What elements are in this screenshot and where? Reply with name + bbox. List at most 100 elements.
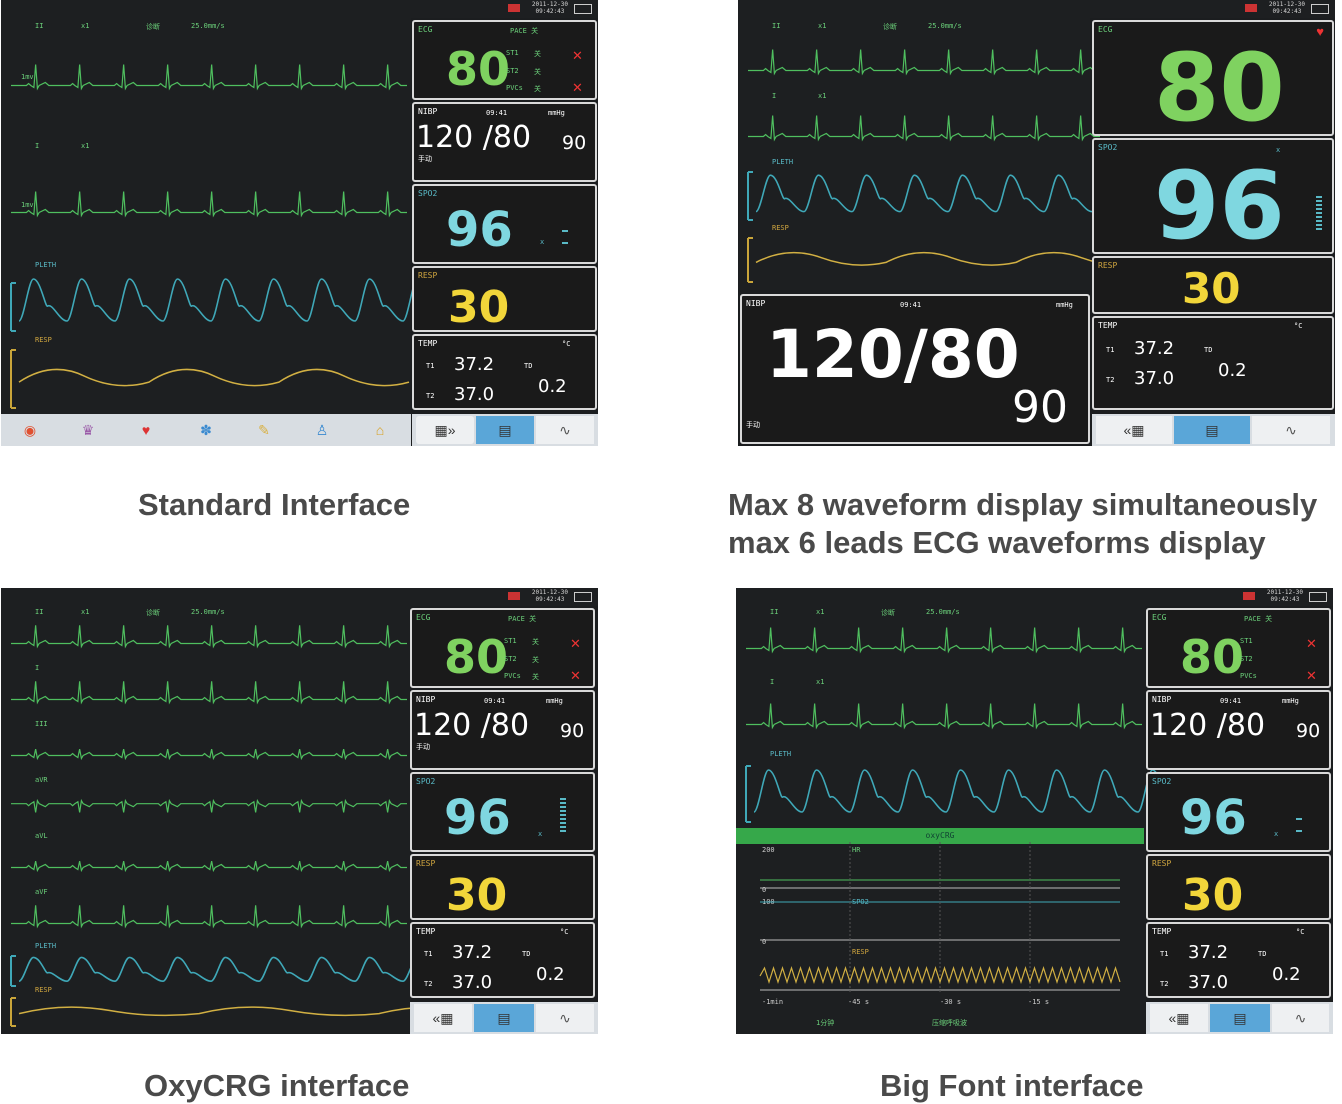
resp-wave xyxy=(10,349,410,409)
ecg-wave-i xyxy=(11,681,407,705)
spo2-panel[interactable]: SPO2 96 x xyxy=(410,772,595,852)
waveform-area: II x1 诊断 25.0mm/s I x1 PLETH RESP xyxy=(738,18,1147,290)
caption-standard: Standard Interface xyxy=(138,487,411,522)
spo2-panel[interactable]: SPO2 x 96 xyxy=(1092,138,1334,261)
nibp-panel[interactable]: NIBP 09:41 mmHg 120 /80 90 手动 xyxy=(412,102,597,182)
waveform-area: II x1 诊断 25.0mm/s 1mv I x1 1mv PLETH RES… xyxy=(1,18,452,432)
ecg-wave-2 xyxy=(748,115,1100,142)
nibp-time: 09:41 xyxy=(486,109,508,117)
standard-view-icon[interactable]: ▤ xyxy=(474,1004,534,1032)
print-icon[interactable]: ✎ xyxy=(258,421,270,438)
resp-panel[interactable]: RESP 30 xyxy=(1146,854,1331,921)
time-tick: -45 s xyxy=(848,998,870,1006)
datetime: 2011-12-30 09:42:43 xyxy=(531,1,568,15)
ecg-panel[interactable]: ECG PACE 关 80 ST1 ST2 PVCs ✕ ✕ xyxy=(1146,608,1331,688)
alarm-off-icon: ✕ xyxy=(570,636,581,651)
resp-value: 30 xyxy=(448,282,510,333)
ecg-wave-avr xyxy=(11,798,407,813)
nibp-value: 120 /80 xyxy=(1150,708,1266,743)
speed-label: 25.0mm/s xyxy=(926,608,960,616)
resp-panel[interactable]: RESP 30 xyxy=(1092,256,1334,314)
panel-title: NIBP xyxy=(1152,695,1172,704)
layout-icon[interactable]: «▦ xyxy=(414,1004,472,1032)
nibp-unit: mmHg xyxy=(1282,697,1299,705)
t2-value: 37.0 xyxy=(452,972,493,993)
filter-label: 诊断 xyxy=(146,609,160,617)
panel-title: NIBP xyxy=(416,695,436,704)
panel-title: SPO2 xyxy=(1152,777,1172,786)
alarm-icon[interactable]: ◉ xyxy=(23,421,37,438)
layout-icon[interactable]: ▦» xyxy=(416,416,474,444)
lead-label: III xyxy=(35,720,48,728)
alarm-off-icon: ✕ xyxy=(570,668,581,683)
panel-title: ECG xyxy=(418,25,433,34)
temp-panel[interactable]: TEMP °C T1 37.2 T2 37.0 TD 0.2 xyxy=(1092,316,1334,410)
ecg-wave-2 xyxy=(746,703,1142,730)
pr-label: x xyxy=(538,830,543,838)
spo2-panel[interactable]: SPO2 96 x xyxy=(412,184,597,264)
lead-label: I xyxy=(772,92,777,100)
standard-view-icon[interactable]: ▤ xyxy=(1210,1004,1270,1032)
alarm-off-icon: ✕ xyxy=(572,48,583,63)
speed-label: 25.0mm/s xyxy=(191,608,225,616)
nibp-panel-large[interactable]: NIBP 09:41 mmHg 120/80 90 手动 xyxy=(740,294,1090,444)
temp-panel[interactable]: TEMP °C T1 37.2 T2 37.0 TD 0.2 xyxy=(1146,922,1331,998)
caption-bigfont: Big Font interface xyxy=(880,1068,1144,1103)
spo2-panel[interactable]: SPO2 96 x xyxy=(1146,772,1331,852)
ecg-panel[interactable]: ECG PACE 关 80 ST1 关 ST2 关 PVCs 关 ✕ ✕ xyxy=(412,20,597,100)
nibp-unit: mmHg xyxy=(548,109,565,117)
nibp-mode: 手动 xyxy=(418,155,432,163)
ecg-panel[interactable]: ECG ♥ 80 xyxy=(1092,20,1334,143)
st2-label: ST2 xyxy=(504,655,517,663)
panel-title: TEMP xyxy=(416,927,436,936)
lead-label: II xyxy=(35,22,44,30)
trend-icon[interactable]: ∿ xyxy=(536,416,594,444)
home-icon[interactable]: ⌂ xyxy=(375,422,385,438)
layout-icon[interactable]: «▦ xyxy=(1150,1004,1208,1032)
t1-label: T1 xyxy=(1106,346,1115,354)
standard-view-icon[interactable]: ▤ xyxy=(476,416,534,444)
resp-panel[interactable]: RESP 30 xyxy=(412,266,597,333)
temp-unit: °C xyxy=(560,928,569,936)
nibp-value: 120/80 xyxy=(766,316,1020,393)
st2-label: ST2 xyxy=(1240,655,1253,663)
heart-rate-value: 80 xyxy=(444,630,509,684)
panel-title: ECG xyxy=(416,613,431,622)
temp-panel[interactable]: TEMP °C T1 37.2 T2 37.0 TD 0.2 xyxy=(410,922,595,998)
filter-label: 诊断 xyxy=(881,609,895,617)
layout-icon[interactable]: «▦ xyxy=(1096,416,1172,444)
temp-panel[interactable]: TEMP °C T1 37.2 T2 37.0 TD 0.2 xyxy=(412,334,597,410)
pr-label: x xyxy=(1274,830,1279,838)
t2-value: 37.0 xyxy=(1188,972,1229,993)
trend-icon[interactable]: ∿ xyxy=(536,1004,594,1032)
trend-length-button[interactable]: 1分钟 xyxy=(816,1019,835,1027)
panel-title: RESP xyxy=(1152,859,1172,868)
heart-icon[interactable]: ♥ xyxy=(141,422,151,438)
td-label: TD xyxy=(522,950,531,958)
td-value: 0.2 xyxy=(1272,964,1301,985)
t2-label: T2 xyxy=(426,392,435,400)
nibp-panel[interactable]: NIBP 09:41 mmHg 120 /80 90 xyxy=(1146,690,1331,770)
resp-panel[interactable]: RESP 30 xyxy=(410,854,595,921)
st2-value: 关 xyxy=(534,68,541,76)
patient-icon[interactable]: ♛ xyxy=(81,421,95,438)
pleth-wave xyxy=(10,278,452,332)
heart-icon: ♥ xyxy=(1316,24,1324,39)
ecg-panel[interactable]: ECG PACE 关 80 ST1 关 ST2 关 PVCs 关 ✕ ✕ xyxy=(410,608,595,688)
freeze-icon[interactable]: ✽ xyxy=(200,421,212,438)
gain-label: x1 xyxy=(81,608,90,616)
hr-trend-label: HR xyxy=(852,846,861,854)
spo2-value: 96 xyxy=(1154,152,1285,261)
st2-label: ST2 xyxy=(506,67,519,75)
nibp-panel[interactable]: NIBP 09:41 mmHg 120 /80 90 手动 xyxy=(410,690,595,770)
ecg-wave-2 xyxy=(11,191,407,218)
ecg-wave-avf xyxy=(11,905,407,929)
trend-icon[interactable]: ∿ xyxy=(1272,1004,1329,1032)
lead-label: aVF xyxy=(35,888,48,896)
heart-rate-value: 80 xyxy=(1180,630,1245,684)
trend-icon[interactable]: ∿ xyxy=(1252,416,1330,444)
compress-resp-button[interactable]: 压缩呼吸波 xyxy=(932,1019,967,1027)
nibp-icon[interactable]: ♙ xyxy=(315,421,329,438)
panel-title: ECG xyxy=(1098,25,1113,34)
standard-view-icon[interactable]: ▤ xyxy=(1174,416,1250,444)
